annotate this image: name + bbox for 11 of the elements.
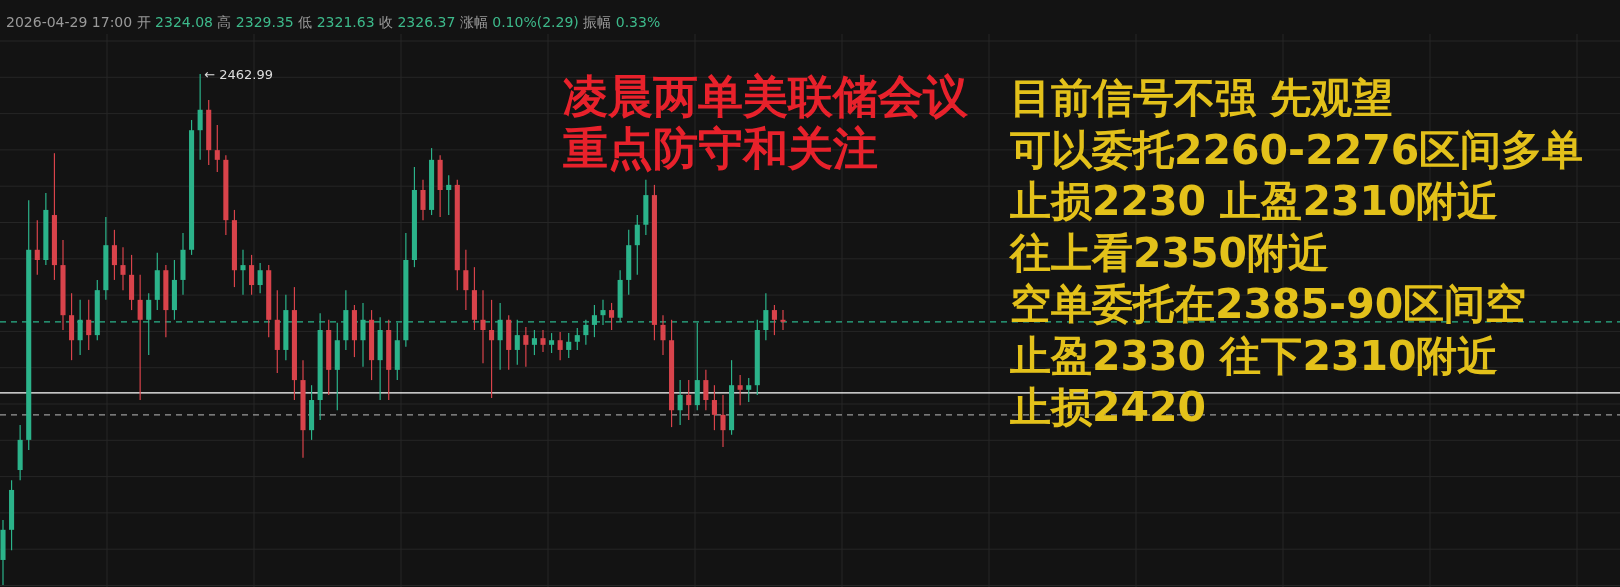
annotation: 可以委托2260-2276区间多单 xyxy=(1010,125,1584,174)
annotation: ← 2462.99 xyxy=(204,67,273,82)
annotation: 空单委托在2385-90区间空 xyxy=(1010,280,1527,328)
annotation: 往上看2350附近 xyxy=(1010,228,1330,277)
title: 2026-04-29 17:00 开 2324.08 高 2329.35 低 2321.63 收 2326.37 涨幅 0.10%(2.29) 振幅 0.33% xyxy=(6,14,661,30)
annotation: 凌晨两单美联储会议 xyxy=(563,70,968,123)
annotation: 止盈2330 往下2310附近 xyxy=(1010,331,1499,380)
annotation: 止损2420 xyxy=(1010,383,1207,431)
annotation: 重点防守和关注 xyxy=(563,122,878,175)
annotation: 止损2230 止盈2310附近 xyxy=(1010,177,1499,225)
annotation: 目前信号不强 先观望 xyxy=(1010,74,1394,122)
